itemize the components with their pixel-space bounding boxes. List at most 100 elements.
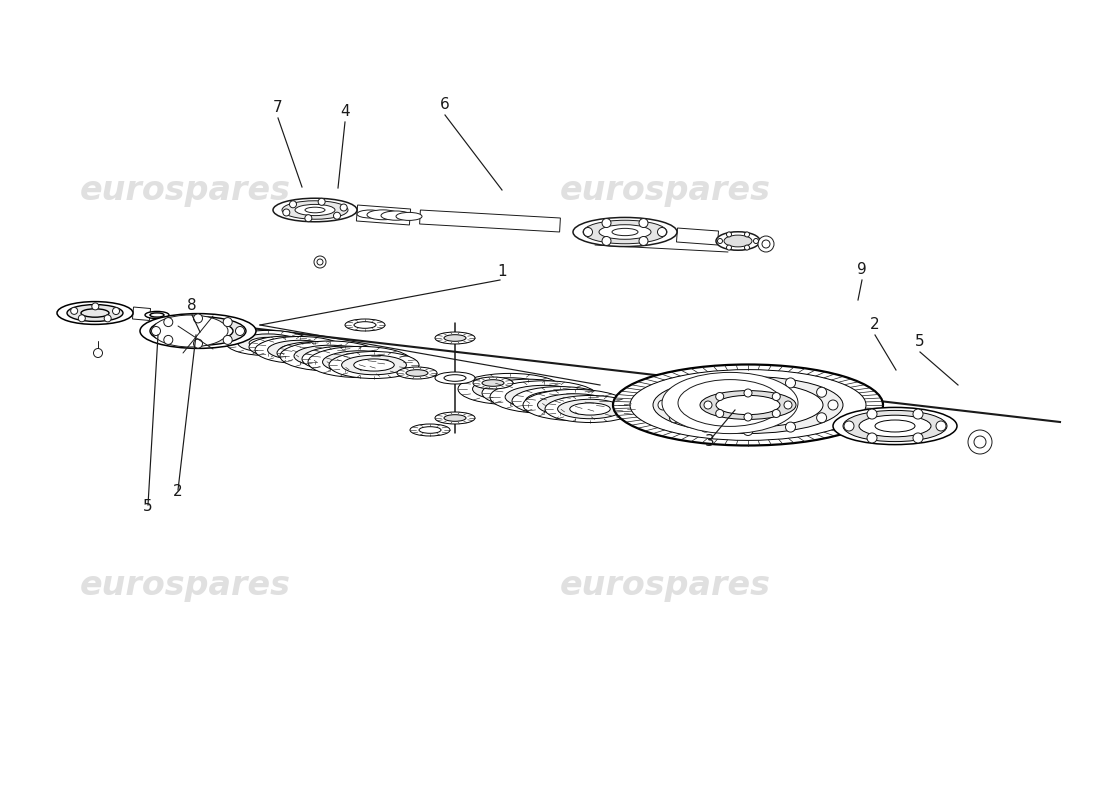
Ellipse shape [260,339,311,354]
Circle shape [726,245,732,250]
Circle shape [583,227,593,237]
Text: 4: 4 [340,104,350,119]
Circle shape [235,326,244,335]
Circle shape [744,389,752,397]
Ellipse shape [551,398,598,412]
Circle shape [94,349,102,358]
Circle shape [283,209,289,216]
Circle shape [785,422,795,432]
Ellipse shape [724,235,752,247]
Circle shape [314,256,326,268]
Ellipse shape [522,390,627,421]
Circle shape [742,374,754,385]
Circle shape [658,227,667,237]
Text: 5: 5 [143,499,153,514]
Ellipse shape [322,350,397,374]
Ellipse shape [381,211,411,220]
Circle shape [936,421,946,431]
Text: 7: 7 [273,100,283,115]
Text: eurospares: eurospares [80,174,292,207]
Ellipse shape [482,380,504,386]
Ellipse shape [287,345,342,362]
Circle shape [758,236,774,252]
Ellipse shape [329,351,419,378]
Ellipse shape [358,210,383,218]
Text: 1: 1 [497,264,507,279]
Circle shape [104,315,111,322]
Ellipse shape [673,382,823,427]
Ellipse shape [573,218,676,246]
Circle shape [602,218,610,227]
Circle shape [745,245,749,250]
Circle shape [717,238,723,243]
Circle shape [70,307,78,314]
Text: 9: 9 [857,262,867,277]
Circle shape [152,326,161,335]
Circle shape [844,421,854,431]
Ellipse shape [295,204,336,215]
Ellipse shape [843,410,947,442]
Circle shape [112,307,120,314]
Ellipse shape [486,382,534,396]
Ellipse shape [833,407,957,445]
Ellipse shape [57,302,133,325]
Circle shape [78,314,86,322]
Ellipse shape [140,314,256,349]
Ellipse shape [308,346,412,378]
Ellipse shape [716,232,760,250]
Ellipse shape [434,412,475,424]
Ellipse shape [282,201,348,219]
Ellipse shape [255,337,345,363]
Text: 2: 2 [173,484,183,499]
Circle shape [164,318,173,326]
Ellipse shape [163,321,233,342]
Ellipse shape [302,346,388,372]
Ellipse shape [613,365,883,446]
Ellipse shape [152,315,228,347]
Ellipse shape [314,350,376,368]
Ellipse shape [444,334,466,342]
Ellipse shape [294,346,366,366]
Text: eurospares: eurospares [560,174,771,207]
Text: 8: 8 [187,298,197,313]
Ellipse shape [653,377,843,434]
Circle shape [772,393,780,401]
Text: eurospares: eurospares [80,569,292,602]
Circle shape [223,318,232,326]
Ellipse shape [544,395,635,422]
Circle shape [828,400,838,410]
Ellipse shape [226,330,310,355]
Ellipse shape [345,319,385,331]
Circle shape [701,422,711,432]
Circle shape [716,410,724,418]
Ellipse shape [298,348,332,358]
Circle shape [727,235,737,245]
Ellipse shape [277,342,353,364]
Text: 2: 2 [870,317,880,332]
Ellipse shape [326,353,364,365]
Circle shape [816,413,826,422]
Ellipse shape [273,198,358,222]
Ellipse shape [512,386,608,415]
Text: eurospares: eurospares [560,569,771,602]
Circle shape [658,400,668,410]
Circle shape [333,212,341,219]
Ellipse shape [249,336,321,358]
Text: 6: 6 [440,97,450,112]
Ellipse shape [490,381,598,413]
Ellipse shape [406,370,428,376]
Ellipse shape [526,390,595,411]
Circle shape [742,426,754,435]
Ellipse shape [700,390,796,419]
Circle shape [913,409,923,419]
Ellipse shape [505,386,583,409]
Ellipse shape [458,374,562,405]
Ellipse shape [473,378,548,400]
Ellipse shape [150,317,246,346]
Circle shape [289,201,297,208]
Circle shape [194,314,202,323]
Circle shape [785,378,795,388]
Circle shape [772,410,780,418]
Ellipse shape [308,350,352,362]
Circle shape [913,433,923,443]
